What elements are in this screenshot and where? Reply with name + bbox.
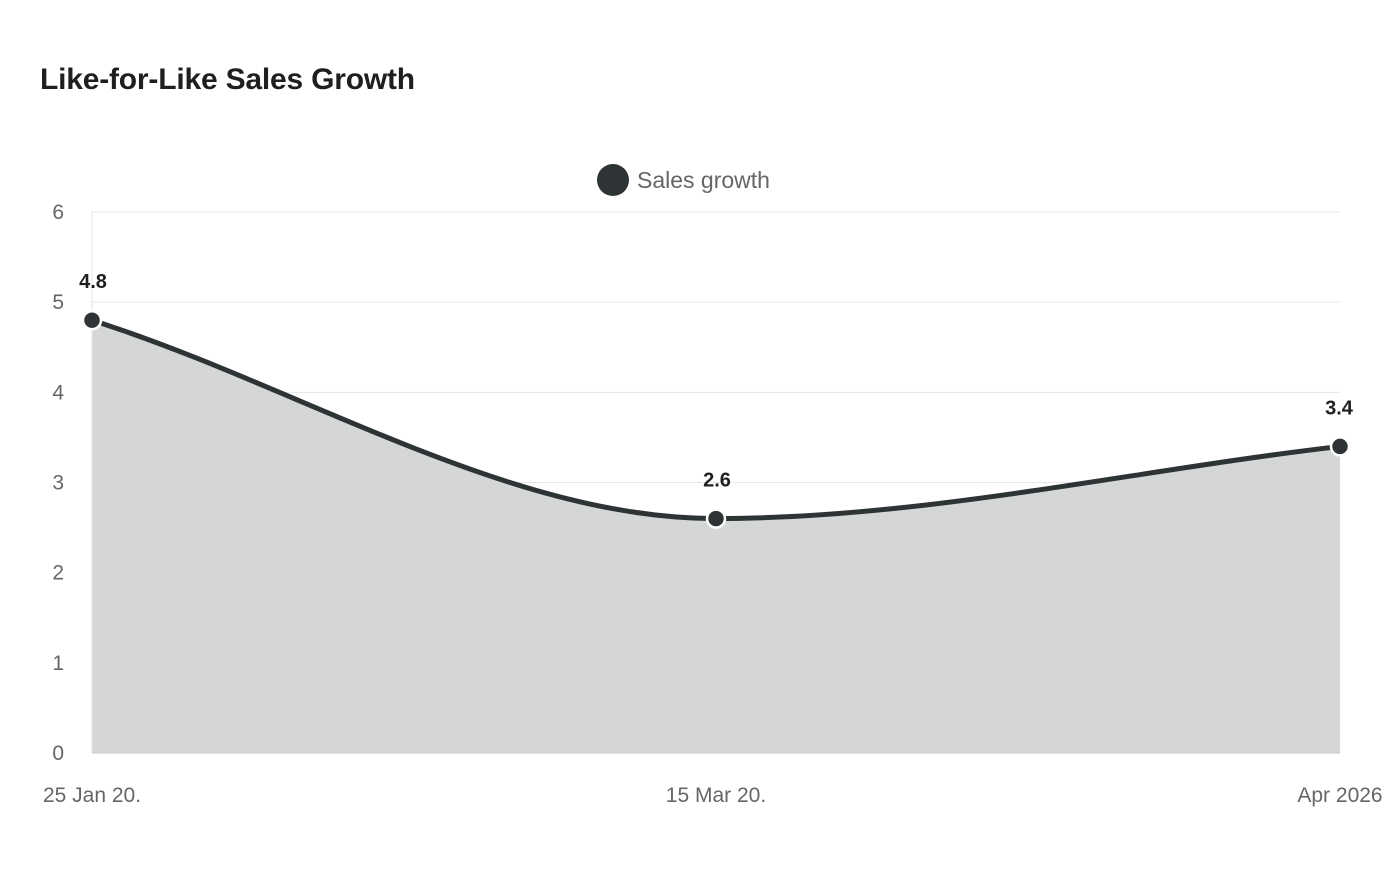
chart-title: Like-for-Like Sales Growth: [40, 63, 415, 96]
y-tick-label: 4: [52, 381, 64, 404]
marker-layer: [81, 309, 1351, 529]
legend-swatch[interactable]: [597, 164, 629, 196]
x-tick-label: 25 Jan 20.: [43, 784, 141, 807]
x-tick-label: Apr 2026: [1297, 784, 1382, 807]
data-label: 4.8: [79, 271, 107, 293]
data-label: 2.6: [703, 470, 731, 492]
data-point[interactable]: [705, 508, 727, 529]
data-label: 3.4: [1325, 397, 1354, 419]
y-tick-label: 0: [52, 742, 64, 765]
x-tick-label: 15 Mar 20.: [666, 784, 766, 807]
legend-label[interactable]: Sales growth: [637, 167, 770, 193]
y-tick-label: 1: [52, 652, 64, 675]
data-point[interactable]: [1329, 436, 1351, 457]
data-label-layer: 4.8 2.6 3.4: [79, 271, 1354, 491]
area-layer: [92, 320, 1340, 753]
y-tick-label: 5: [52, 291, 64, 314]
y-tick-label: 3: [52, 472, 64, 495]
y-tick-label: 6: [52, 201, 64, 224]
y-tick-label: 2: [52, 562, 64, 585]
axis-layer: 0 1 2 3 4 5 6 25 Jan 20. 15 Mar 20. Apr 2026: [43, 201, 1383, 807]
data-point[interactable]: [81, 309, 103, 331]
series-area-sales-growth: [92, 320, 1340, 753]
legend[interactable]: Sales growth: [597, 164, 770, 196]
